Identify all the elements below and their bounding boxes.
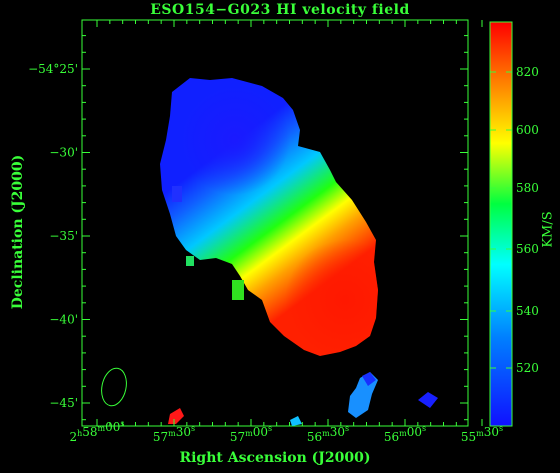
beam-ellipse	[101, 367, 127, 407]
x-tick-label: 57m30s	[153, 424, 195, 444]
colorbar-ticks: 520 540 560 580 600 820	[490, 65, 539, 375]
plot-frame	[81, 19, 469, 427]
x-tick-label: 57m00s	[230, 424, 272, 444]
noise-clumps	[168, 372, 438, 426]
y-tick-label: −35'	[49, 229, 78, 243]
colorbar-tick-label: 560	[516, 242, 539, 256]
chart-title: ESO154−G023 HI velocity field	[150, 2, 410, 18]
colorbar-tick-label: 520	[516, 361, 539, 375]
colorbar-tick-label: 540	[516, 304, 539, 318]
x-tick-label: 56m30s	[307, 424, 349, 444]
colorbar: 520 540 560 580 600 820	[489, 21, 539, 427]
y-tick-label: −40'	[49, 313, 78, 327]
y-tick-label: −45'	[49, 396, 78, 410]
velocity-field	[160, 78, 378, 356]
x-tick-label: 2h58m00s	[69, 419, 124, 444]
y-tick-label: −54°25'	[28, 62, 78, 76]
colorbar-tick-label: 820	[516, 65, 539, 79]
y-tick-label: −30'	[49, 146, 78, 160]
y-axis-ticks: −54°25' −30' −35' −40' −45'	[28, 35, 468, 421]
colorbar-tick-label: 580	[516, 181, 539, 195]
x-tick-label: 56m00s	[384, 424, 426, 444]
x-axis-ticks: 2h58m00s 57m30s 57m00s 56m30s 56m00s 55m30s	[69, 20, 503, 444]
x-tick-label: 55m30s	[461, 424, 503, 444]
x-axis-label: Right Ascension (J2000)	[179, 450, 371, 466]
colorbar-tick-label: 600	[516, 123, 539, 137]
